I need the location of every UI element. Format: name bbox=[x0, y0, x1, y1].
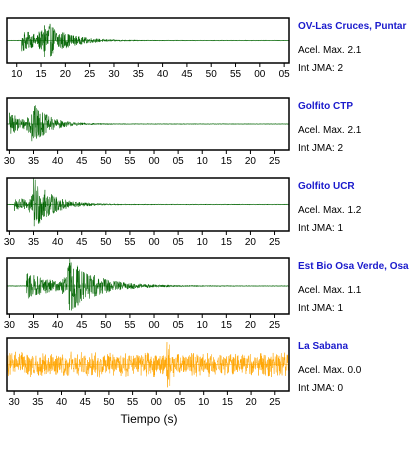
panel-0-tick-label: 15 bbox=[35, 69, 47, 80]
panel-0-tick-label: 45 bbox=[181, 69, 193, 80]
jma-intensity: Int JMA: 1 bbox=[298, 303, 344, 314]
panel-1-tick-label: 20 bbox=[245, 156, 257, 167]
panel-1-tick-label: 15 bbox=[221, 156, 233, 167]
panel-3-tick-label: 25 bbox=[269, 320, 281, 331]
panel-1-tick-label: 30 bbox=[4, 156, 16, 167]
panel-3-tick-label: 55 bbox=[124, 320, 136, 331]
panel-2-tick-label: 00 bbox=[148, 237, 160, 248]
panel-4-tick-label: 20 bbox=[246, 397, 258, 408]
max-acceleration: Acel. Max. 2.1 bbox=[298, 45, 362, 56]
jma-intensity: Int JMA: 2 bbox=[298, 143, 344, 154]
max-acceleration: Acel. Max. 0.0 bbox=[298, 365, 362, 376]
panel-0-tick-label: 55 bbox=[230, 69, 242, 80]
jma-intensity: Int JMA: 0 bbox=[298, 383, 344, 394]
panel-4-frame bbox=[6, 337, 290, 392]
panel-2-tick-label: 10 bbox=[197, 237, 209, 248]
panel-4-tick-label: 45 bbox=[80, 397, 92, 408]
panel-4-tick-label: 40 bbox=[56, 397, 68, 408]
panel-2-tick-label: 20 bbox=[245, 237, 257, 248]
panel-0-tick-label: 35 bbox=[133, 69, 145, 80]
jma-intensity: Int JMA: 2 bbox=[298, 63, 344, 74]
panel-4-tick-label: 05 bbox=[174, 397, 186, 408]
panel-4-tick-label: 55 bbox=[127, 397, 139, 408]
panel-2-tick-label: 25 bbox=[269, 237, 281, 248]
panel-4-tick-label: 25 bbox=[269, 397, 281, 408]
panel-0-tick-label: 05 bbox=[279, 69, 291, 80]
panel-1-frame bbox=[6, 97, 290, 151]
panel-0-tick-label: 40 bbox=[157, 69, 169, 80]
x-axis-label: Tiempo (s) bbox=[120, 412, 178, 426]
panel-0-tick-label: 20 bbox=[60, 69, 72, 80]
panel-1-tick-label: 05 bbox=[173, 156, 185, 167]
panel-3-tick-label: 10 bbox=[197, 320, 209, 331]
station-name: Est Bio Osa Verde, Osa bbox=[298, 261, 409, 272]
panel-3-tick-label: 05 bbox=[173, 320, 185, 331]
seismogram-plots: 10 15 20 25 30 35 40 45 50 55 00 05 30 35 40 45 50 55 00 05… bbox=[4, 17, 291, 408]
panel-0-tick-label: 00 bbox=[254, 69, 266, 80]
panel-2-tick-label: 15 bbox=[221, 237, 233, 248]
panel-1-tick-label: 40 bbox=[52, 156, 64, 167]
panel-1-tick-label: 10 bbox=[197, 156, 209, 167]
panel-4-tick-label: 10 bbox=[198, 397, 210, 408]
panel-4-trace bbox=[6, 342, 290, 388]
panel-2-tick-label: 05 bbox=[173, 237, 185, 248]
panel-0-trace bbox=[6, 23, 290, 57]
panel-2-tick-label: 50 bbox=[100, 237, 112, 248]
panel-1-trace bbox=[6, 105, 290, 142]
panel-3-tick-label: 15 bbox=[221, 320, 233, 331]
panel-4-tick-label: 50 bbox=[103, 397, 115, 408]
panel-3-tick-label: 30 bbox=[4, 320, 16, 331]
panel-4-tick-label: 15 bbox=[222, 397, 234, 408]
station-name: Golfito CTP bbox=[298, 101, 353, 112]
panel-4-tick-label: 30 bbox=[9, 397, 21, 408]
panel-2-tick-label: 45 bbox=[76, 237, 88, 248]
panel-0-tick-label: 10 bbox=[11, 69, 23, 80]
panel-1-tick-label: 25 bbox=[269, 156, 281, 167]
station-name: OV-Las Cruces, Puntar bbox=[298, 21, 407, 32]
panel-3-frame bbox=[6, 257, 290, 315]
panel-3-tick-label: 20 bbox=[245, 320, 257, 331]
jma-intensity: Int JMA: 1 bbox=[298, 223, 344, 234]
max-acceleration: Acel. Max. 2.1 bbox=[298, 125, 362, 136]
panel-4-tick-label: 00 bbox=[151, 397, 163, 408]
panel-2-tick-label: 55 bbox=[124, 237, 136, 248]
max-acceleration: Acel. Max. 1.1 bbox=[298, 285, 362, 296]
panel-0-tick-label: 25 bbox=[84, 69, 96, 80]
panel-3-tick-label: 45 bbox=[76, 320, 88, 331]
panel-2-tick-label: 35 bbox=[28, 237, 40, 248]
panel-2-tick-label: 30 bbox=[4, 237, 16, 248]
panel-4-tick-label: 35 bbox=[32, 397, 44, 408]
panel-1-tick-label: 35 bbox=[28, 156, 40, 167]
panel-0-frame bbox=[6, 17, 290, 64]
panel-1-tick-label: 45 bbox=[76, 156, 88, 167]
panel-0-tick-label: 30 bbox=[108, 69, 120, 80]
panel-2-tick-label: 40 bbox=[52, 237, 64, 248]
panel-3-tick-label: 40 bbox=[52, 320, 64, 331]
panel-1-tick-label: 00 bbox=[148, 156, 160, 167]
panel-3-tick-label: 00 bbox=[148, 320, 160, 331]
panel-0-tick-label: 50 bbox=[206, 69, 218, 80]
panel-3-tick-label: 35 bbox=[28, 320, 40, 331]
panel-1-tick-label: 50 bbox=[100, 156, 112, 167]
station-name: La Sabana bbox=[298, 341, 349, 352]
panel-3-trace bbox=[6, 258, 290, 311]
panel-2-frame bbox=[6, 177, 290, 232]
panel-3-tick-label: 50 bbox=[100, 320, 112, 331]
panel-1-tick-label: 55 bbox=[124, 156, 136, 167]
station-name: Golfito UCR bbox=[298, 181, 355, 192]
max-acceleration: Acel. Max. 1.2 bbox=[298, 205, 362, 216]
panel-2-trace bbox=[6, 177, 290, 227]
